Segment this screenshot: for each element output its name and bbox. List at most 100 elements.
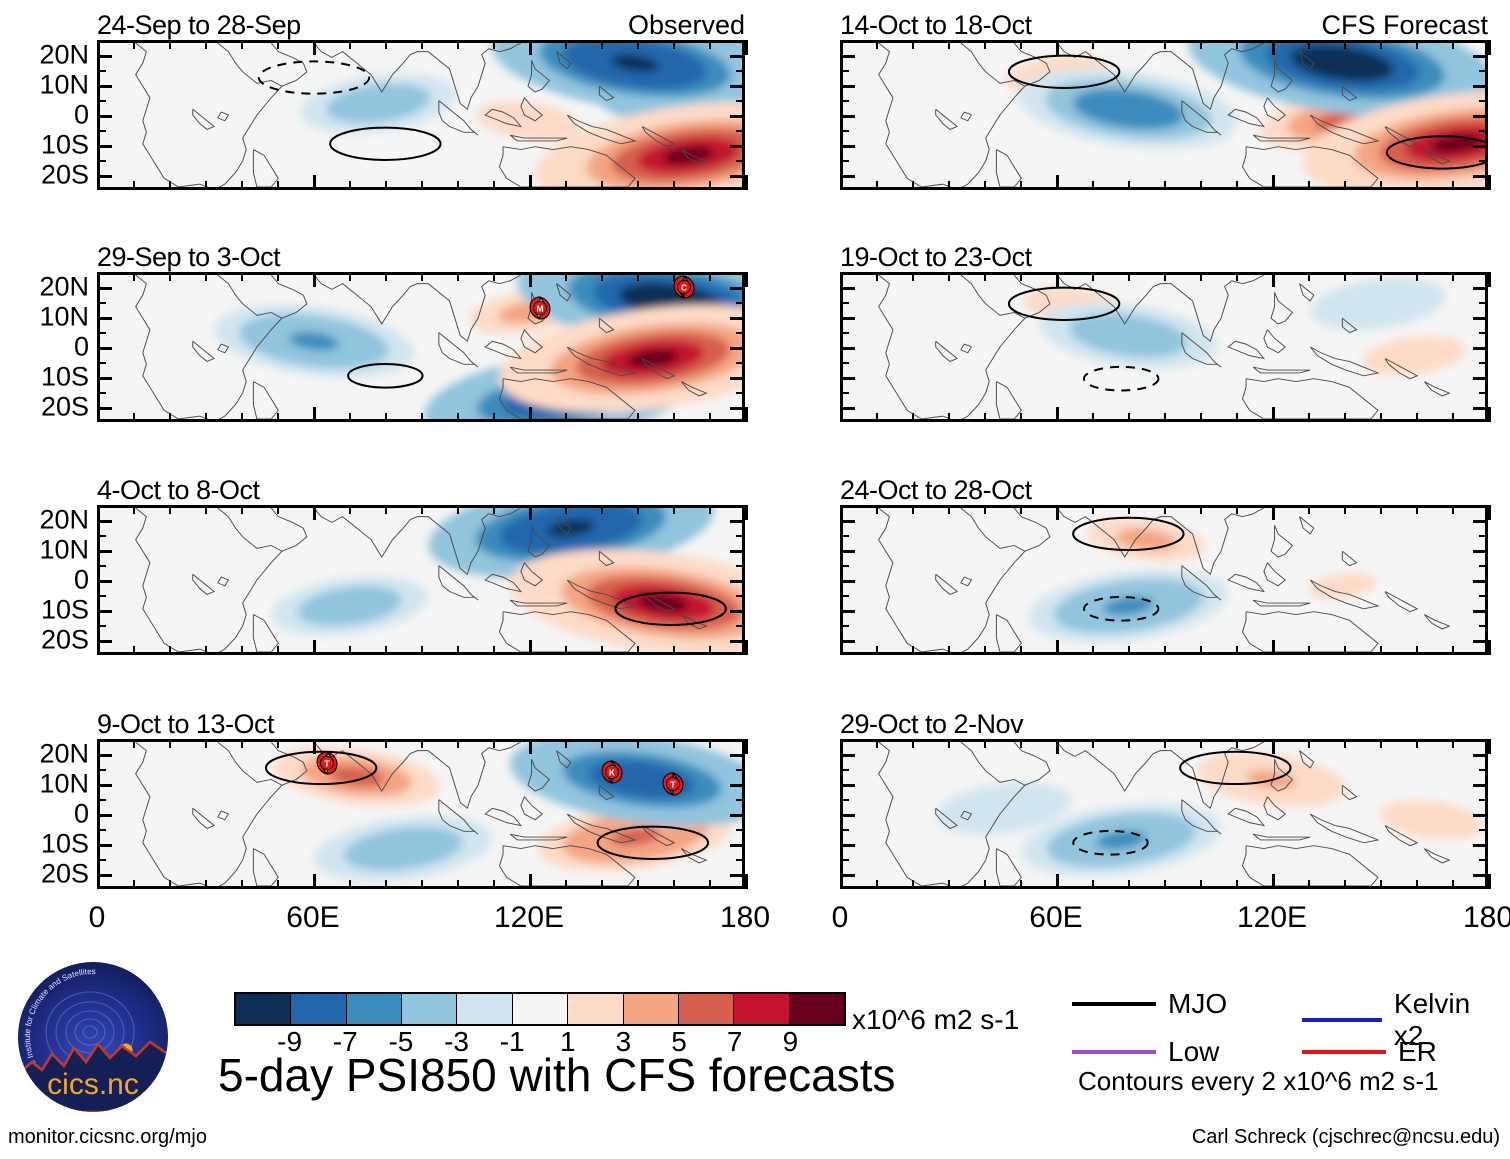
axis-tick (97, 610, 112, 613)
axis-tick (745, 175, 748, 190)
axis-tick (169, 880, 171, 889)
axis-tick (97, 70, 106, 72)
axis-tick (1473, 784, 1488, 787)
axis-tick (1452, 413, 1454, 422)
axis-tick (97, 844, 112, 847)
colorbar-tick-label: -9 (277, 1026, 303, 1057)
colorbar-ticks: -9 -7 -5 -3 -1 1 3 5 7 9 (234, 1026, 846, 1060)
y-axis-label: 10N (39, 534, 89, 565)
axis-tick (241, 880, 243, 889)
axis-tick (1020, 40, 1022, 49)
axis-tick (1416, 181, 1418, 190)
axis-tick (97, 317, 112, 320)
legend-item-mjo: MJO (1072, 988, 1227, 1020)
axis-tick (709, 739, 711, 748)
axis-tick (97, 160, 106, 162)
axis-tick (457, 505, 459, 514)
axis-tick (133, 646, 135, 655)
axis-tick (1200, 739, 1202, 748)
axis-tick (876, 646, 878, 655)
axis-tick (385, 181, 387, 190)
axis-tick (1056, 640, 1059, 655)
axis-tick (1308, 181, 1310, 190)
axis-tick (1473, 550, 1488, 553)
axis-tick (1200, 181, 1202, 190)
axis-tick (876, 40, 878, 49)
axis-tick (133, 505, 135, 514)
axis-tick (1092, 646, 1094, 655)
axis-tick (637, 739, 639, 748)
axis-tick (97, 799, 106, 801)
axis-tick (984, 739, 986, 748)
axis-tick (1416, 880, 1418, 889)
axis-tick (97, 754, 112, 757)
axis-tick (1479, 799, 1488, 801)
y-axis-label: 10N (39, 301, 89, 332)
axis-tick (1479, 130, 1488, 132)
axis-tick (1200, 646, 1202, 655)
axis-tick (1128, 880, 1130, 889)
axis-tick (1473, 844, 1488, 847)
axis-tick (241, 181, 243, 190)
y-axis-label: 10S (40, 828, 89, 859)
axis-tick (493, 272, 495, 281)
axis-tick (1344, 739, 1346, 748)
axis-tick (1128, 646, 1130, 655)
axis-tick (133, 880, 135, 889)
axis-tick (529, 739, 532, 754)
axis-tick (385, 272, 387, 281)
legend-line-swatch (1072, 1050, 1156, 1054)
axis-tick (709, 646, 711, 655)
x-axis-label: 60E (1029, 901, 1083, 934)
axis-tick (1344, 505, 1346, 514)
axis-tick (1020, 181, 1022, 190)
axis-tick (673, 505, 675, 514)
axis-tick (1200, 40, 1202, 49)
axis-tick (948, 272, 950, 281)
svg-text:K: K (609, 767, 616, 777)
axis-tick (1092, 505, 1094, 514)
axis-tick (277, 181, 279, 190)
panel-fcst-4: 29-Oct to 2-Nov 0 60E 120E 180 (832, 709, 1510, 934)
axis-tick (493, 181, 495, 190)
axis-tick (840, 272, 843, 287)
axis-tick (1488, 640, 1491, 655)
author-credit[interactable]: Carl Schreck (cjschrec@ncsu.edu) (1191, 1126, 1500, 1148)
axis-tick (637, 505, 639, 514)
y-axis-label: 20S (40, 624, 89, 655)
axis-tick (1380, 181, 1382, 190)
map-fcst-3 (840, 505, 1488, 655)
axis-tick (97, 175, 100, 190)
axis-tick (493, 505, 495, 514)
legend-label: MJO (1168, 988, 1228, 1019)
axis-tick (493, 880, 495, 889)
colorbar-tick-label: -7 (332, 1026, 358, 1057)
axis-tick (349, 646, 351, 655)
axis-tick (1488, 272, 1491, 287)
axis-tick (730, 347, 745, 350)
axis-tick (730, 784, 745, 787)
axis-tick (97, 520, 112, 523)
axis-tick (1488, 40, 1491, 55)
axis-tick (840, 115, 855, 118)
axis-tick (1308, 646, 1310, 655)
panel-title: 14-Oct to 18-Oct (840, 10, 1032, 40)
axis-tick (1416, 40, 1418, 49)
axis-tick (736, 595, 745, 597)
axis-tick (730, 550, 745, 553)
axis-tick (385, 646, 387, 655)
panel-obs-2: 29-Sep to 3-Oct 20N 10N 0 10S 20S M C (39, 242, 748, 422)
logo-url[interactable]: monitor.cicsnc.org/mjo (8, 1126, 207, 1148)
axis-tick (840, 769, 849, 771)
map-fcst-4 (840, 739, 1488, 889)
axis-tick (97, 407, 100, 422)
axis-tick (637, 646, 639, 655)
axis-tick (840, 859, 849, 861)
axis-tick (736, 625, 745, 627)
axis-tick (840, 535, 849, 537)
axis-tick (730, 520, 745, 523)
axis-tick (736, 829, 745, 831)
map-obs-3 (97, 505, 745, 655)
y-axis-label: 10S (40, 594, 89, 625)
axis-tick (97, 175, 112, 178)
